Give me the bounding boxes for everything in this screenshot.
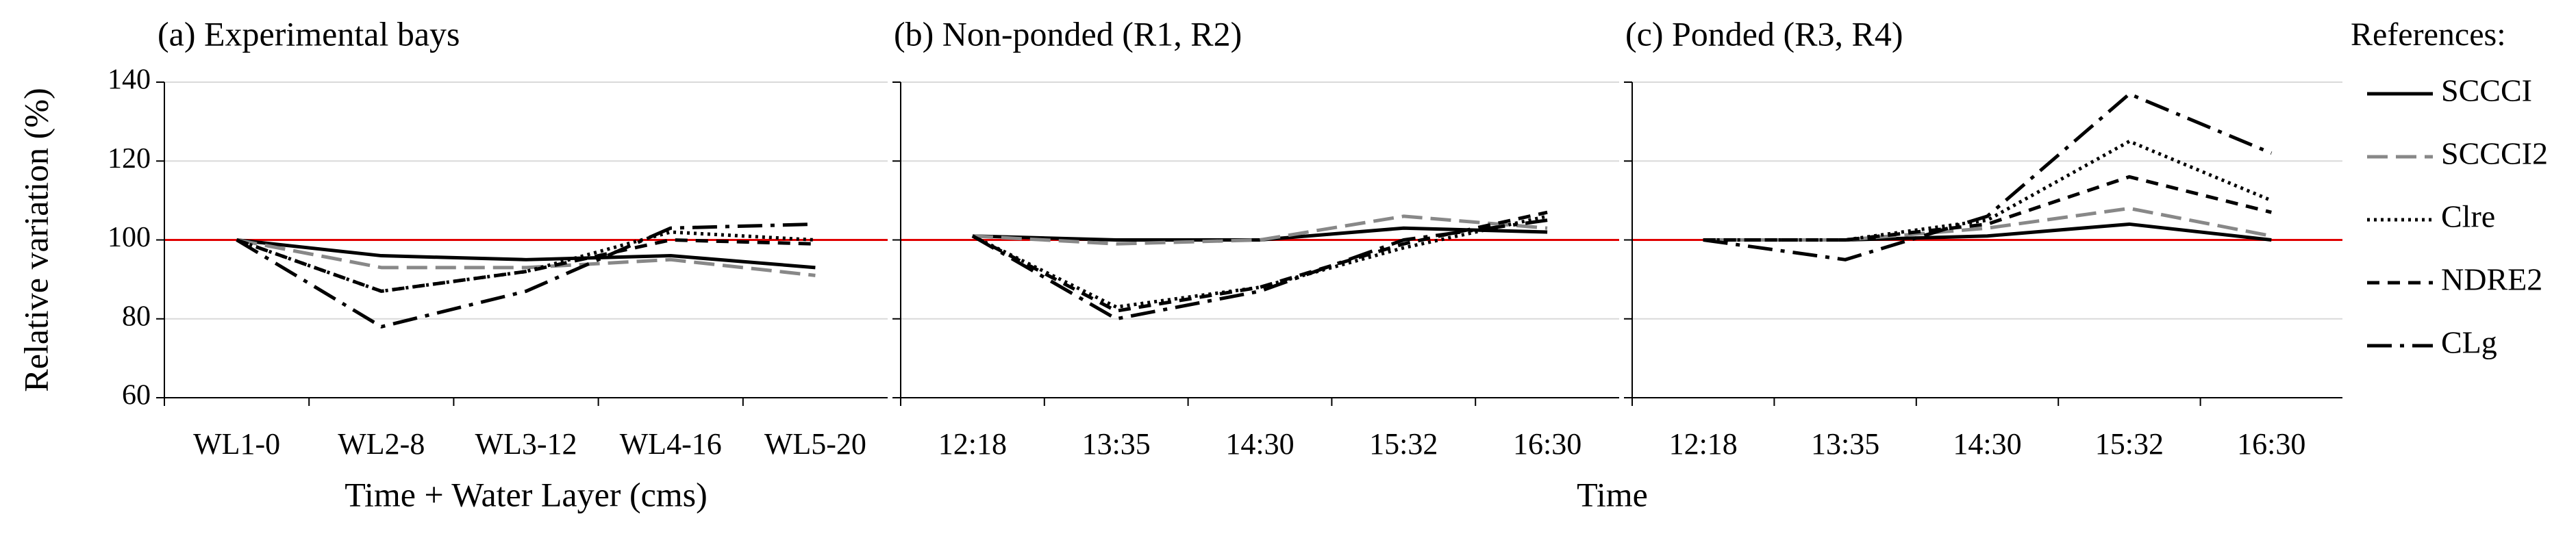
panel-title: (c) Ponded (R3, R4) bbox=[1625, 14, 1903, 53]
x-tick-label: WL2-8 bbox=[338, 427, 425, 461]
series-line bbox=[972, 226, 1548, 242]
series-line bbox=[236, 238, 816, 270]
x-tick-label: 14:30 bbox=[1953, 427, 2021, 461]
x-tick-label: 15:32 bbox=[2095, 427, 2164, 461]
series-line bbox=[236, 238, 816, 277]
y-tick-label: 60 bbox=[122, 380, 151, 411]
legend-label: SCCCI2 bbox=[2441, 136, 2548, 171]
x-tick-label: 12:18 bbox=[1669, 427, 1738, 461]
y-tick-label: 80 bbox=[122, 301, 151, 332]
x-axis-label: Time bbox=[1577, 475, 1648, 513]
panel-title: (a) Experimental bays bbox=[158, 14, 460, 53]
panel-title: (b) Non-ponded (R1, R2) bbox=[894, 14, 1242, 53]
series-line bbox=[972, 214, 1548, 246]
x-tick-label: 16:30 bbox=[1513, 427, 1581, 461]
legend-title: References: bbox=[2351, 16, 2506, 53]
x-tick-label: 16:30 bbox=[2237, 427, 2305, 461]
y-tick-label: 140 bbox=[108, 64, 151, 96]
y-tick-label: 120 bbox=[108, 143, 151, 175]
series-line bbox=[971, 210, 1548, 313]
x-tick-label: WL3-12 bbox=[475, 427, 577, 461]
x-tick-label: 14:30 bbox=[1225, 427, 1294, 461]
series-line bbox=[971, 218, 1548, 321]
legend-label: NDRE2 bbox=[2441, 262, 2542, 297]
series-line bbox=[1703, 206, 2272, 242]
legend-label: CLg bbox=[2441, 325, 2497, 360]
x-tick-label: 12:18 bbox=[938, 427, 1007, 461]
series-line bbox=[1703, 92, 2273, 261]
series-line bbox=[236, 222, 816, 329]
x-tick-label: WL1-0 bbox=[193, 427, 280, 461]
x-tick-label: 13:35 bbox=[1082, 427, 1151, 461]
x-tick-label: WL5-20 bbox=[764, 427, 866, 461]
y-axis-label: Relative variation (%) bbox=[16, 88, 55, 392]
series-line bbox=[1703, 175, 2272, 242]
x-tick-label: 15:32 bbox=[1369, 427, 1438, 461]
y-tick-label: 100 bbox=[108, 222, 151, 253]
x-tick-label: 13:35 bbox=[1811, 427, 1879, 461]
x-axis-label: Time + Water Layer (cms) bbox=[345, 475, 708, 513]
series-line bbox=[236, 238, 816, 293]
x-tick-label: WL4-16 bbox=[620, 427, 722, 461]
legend-label: Clre bbox=[2441, 199, 2495, 234]
legend-label: SCCCI bbox=[2441, 73, 2532, 108]
series-line bbox=[1703, 222, 2272, 242]
